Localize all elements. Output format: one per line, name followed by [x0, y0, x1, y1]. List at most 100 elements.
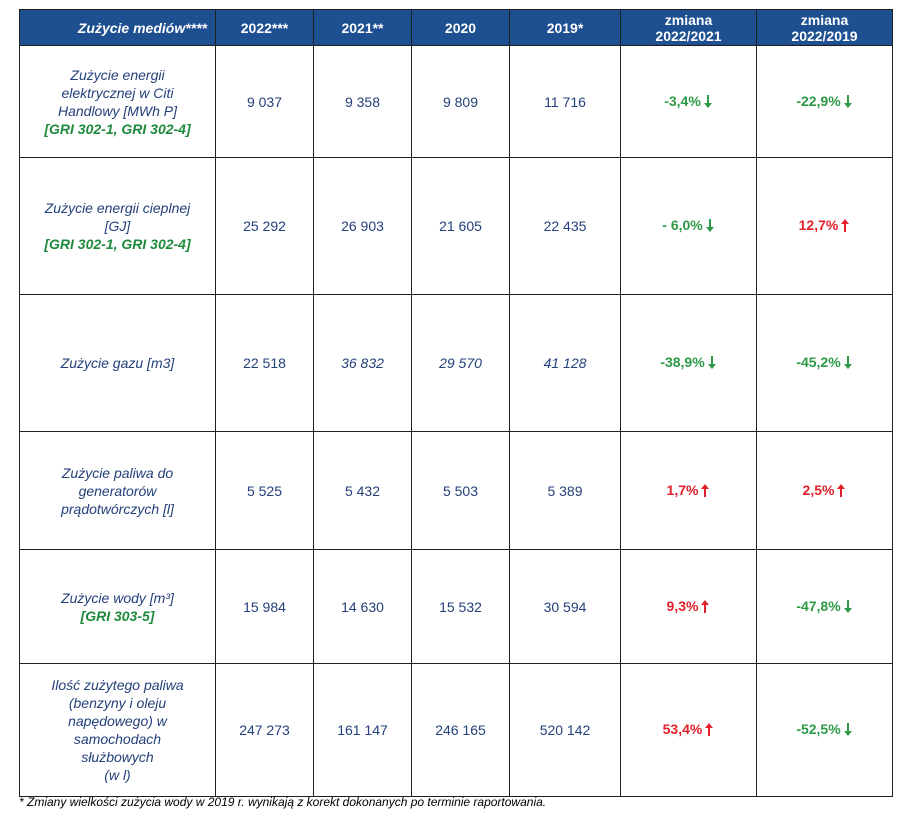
change-value: 9,3% [666, 597, 699, 614]
change-2022-2021: 9,3% [620, 549, 757, 664]
change-2022-2021: -3,4% [620, 45, 757, 158]
header-text: zmiana [800, 11, 849, 28]
arrow-up-icon [700, 483, 710, 500]
value-2022: 5 525 [215, 431, 314, 550]
value-2019: 11 716 [509, 45, 621, 158]
arrow-down-icon [843, 356, 853, 372]
row-label-line: Zużycie energii [70, 66, 165, 83]
value-2019: 41 128 [509, 294, 621, 432]
change-value: -38,9% [660, 354, 705, 370]
row-label-line: Handlowy [MWh P] [57, 102, 178, 119]
value-2022: 25 292 [215, 157, 314, 295]
row-label-line: Zużycie energii cieplnej [44, 200, 191, 216]
arrow-down-icon [843, 94, 853, 111]
table-row: Zużycie energii cieplnej [GJ] [GRI 302-1, … [19, 157, 893, 295]
header-row: Zużycie mediów**** 2022*** 2021** 2020 2019*… [19, 9, 893, 46]
header-2020: 2020 [411, 9, 510, 46]
change-2022-2019: -45,2% [756, 294, 893, 432]
value-2019: 5 389 [509, 431, 621, 550]
header-2019: 2019* [509, 9, 621, 46]
value-2019: 30 594 [509, 549, 621, 664]
row-label-line: Zużycie paliwa do [61, 464, 174, 481]
table-row: Zużycie paliwa do generatorów prądotwórczy… [19, 431, 893, 550]
change-2022-2021: - 6,0% [620, 157, 757, 295]
footnote: * Zmiany wielkości zużycia wody w 2019 r… [19, 795, 547, 809]
change-2022-2021: -38,9% [620, 294, 757, 432]
gri-reference: [GRI 303-5] [80, 607, 155, 624]
row-label: Ilość zużytego paliwa (benzyny i oleju nap… [19, 663, 216, 797]
row-label: Zużycie paliwa do generatorów prądotwórczy… [19, 431, 216, 550]
change-value: -45,2% [796, 354, 841, 370]
table-row: Zużycie energii elektrycznej w Citi Handlo… [19, 45, 893, 158]
row-label-line: samochodach [73, 731, 162, 747]
value-2020: 15 532 [411, 549, 510, 664]
row-label: Zużycie gazu [m3] [19, 294, 216, 432]
media-consumption-table: Zużycie mediów**** 2022*** 2021** 2020 2019*… [19, 9, 893, 797]
header-media: Zużycie mediów**** [19, 9, 216, 46]
value-2019: 520 142 [509, 663, 621, 797]
header-2022: 2022*** [215, 9, 314, 46]
arrow-down-icon [705, 219, 715, 235]
value-2020: 246 165 [411, 663, 510, 797]
change-2022-2019: -22,9% [756, 45, 893, 158]
row-label: Zużycie energii cieplnej [GJ] [GRI 302-1, … [19, 157, 216, 295]
header-2021: 2021** [313, 9, 412, 46]
table-row: Zużycie gazu [m3] 22 518 36 832 29 570 41 12… [19, 294, 893, 432]
arrow-up-icon [704, 723, 714, 739]
gri-reference: [GRI 302-1, GRI 302-4] [44, 120, 191, 137]
arrow-down-icon [707, 356, 717, 372]
header-change-2022-2021: zmiana 2022/2021 [620, 9, 757, 46]
row-label-line: elektrycznej w Citi [61, 84, 174, 101]
header-text: 2022/2019 [791, 27, 858, 44]
header-change-2022-2019: zmiana 2022/2019 [756, 9, 893, 46]
header-text: zmiana [664, 11, 713, 28]
change-value: -3,4% [664, 92, 701, 109]
arrow-down-icon [703, 94, 713, 111]
value-2021: 36 832 [313, 294, 412, 432]
change-value: - 6,0% [662, 217, 703, 233]
change-2022-2019: 12,7% [756, 157, 893, 295]
change-value: -22,9% [796, 92, 841, 109]
value-2019: 22 435 [509, 157, 621, 295]
change-value: 1,7% [666, 481, 699, 498]
value-2020: 9 809 [411, 45, 510, 158]
change-2022-2021: 53,4% [620, 663, 757, 797]
table-body: Zużycie energii elektrycznej w Citi Handlo… [19, 45, 893, 797]
table-row: Ilość zużytego paliwa (benzyny i oleju nap… [19, 663, 893, 797]
arrow-down-icon [843, 599, 853, 616]
change-2022-2019: -52,5% [756, 663, 893, 797]
value-2021: 161 147 [313, 663, 412, 797]
value-2020: 29 570 [411, 294, 510, 432]
table-row: Zużycie wody [m³] [GRI 303-5] 15 984 14 630… [19, 549, 893, 664]
change-2022-2019: 2,5% [756, 431, 893, 550]
arrow-down-icon [843, 723, 853, 739]
arrow-up-icon [840, 219, 850, 235]
value-2021: 5 432 [313, 431, 412, 550]
change-value: 12,7% [798, 217, 839, 233]
value-2022: 9 037 [215, 45, 314, 158]
header-text: 2022/2021 [655, 27, 722, 44]
row-label: Zużycie wody [m³] [GRI 303-5] [19, 549, 216, 664]
value-2022: 15 984 [215, 549, 314, 664]
row-label-line: prądotwórczych [l] [61, 500, 174, 517]
value-2020: 5 503 [411, 431, 510, 550]
change-value: -52,5% [796, 721, 841, 737]
gri-reference: [GRI 302-1, GRI 302-4] [44, 236, 191, 252]
change-2022-2021: 1,7% [620, 431, 757, 550]
value-2021: 14 630 [313, 549, 412, 664]
arrow-up-icon [836, 483, 846, 500]
row-label-line: [GJ] [104, 218, 131, 234]
row-label-line: (w l) [104, 767, 131, 783]
row-label: Zużycie energii elektrycznej w Citi Handlo… [19, 45, 216, 158]
value-2020: 21 605 [411, 157, 510, 295]
row-label-line: Zużycie wody [m³] [61, 589, 174, 606]
change-2022-2019: -47,8% [756, 549, 893, 664]
row-label-line: Ilość zużytego paliwa [51, 677, 184, 693]
change-value: 53,4% [662, 721, 703, 737]
change-value: -47,8% [796, 597, 841, 614]
value-2022: 22 518 [215, 294, 314, 432]
row-label-line: służbowych [81, 749, 154, 765]
change-value: 2,5% [802, 481, 835, 498]
row-label-line: Zużycie gazu [m3] [60, 355, 175, 371]
row-label-line: (benzyny i oleju [68, 695, 167, 711]
